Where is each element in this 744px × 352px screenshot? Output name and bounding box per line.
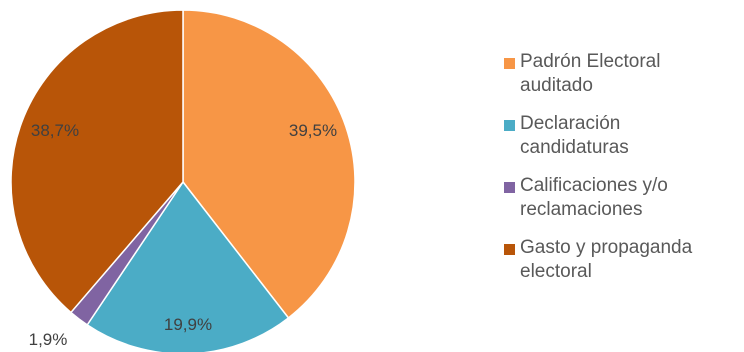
legend-label-line1: Gasto y propaganda: [520, 237, 693, 258]
pie-slice-padron: [182, 9, 356, 319]
legend-item-gasto: Gasto y propaganda electoral: [504, 236, 740, 284]
legend-label-line2: auditado: [520, 75, 593, 96]
legend-item-calificaciones: Calificaciones y/o reclamaciones: [504, 174, 740, 222]
data-label-gasto: 38,7%: [31, 121, 79, 140]
legend-label: Gasto y propaganda electoral: [520, 236, 730, 284]
legend-label: Padrón Electoral auditado: [520, 50, 730, 98]
pie-data-labels: 39,5% 19,9% 1,9% 38,7%: [29, 121, 337, 349]
legend-label: Declaración candidaturas: [520, 112, 730, 160]
data-label-padron: 39,5%: [289, 121, 337, 140]
legend-label-line2: candidaturas: [520, 137, 629, 158]
data-label-declaracion: 19,9%: [164, 315, 212, 334]
legend-label: Calificaciones y/o reclamaciones: [520, 174, 730, 222]
legend-label-line1: Declaración: [520, 113, 621, 134]
legend-swatch: [504, 120, 515, 131]
chart-legend: Padrón Electoral auditado Declaración ca…: [504, 50, 740, 298]
legend-swatch: [504, 58, 515, 69]
legend-item-padron: Padrón Electoral auditado: [504, 50, 740, 98]
legend-swatch: [504, 182, 515, 193]
legend-label-line1: Calificaciones y/o: [520, 175, 668, 196]
legend-item-declaracion: Declaración candidaturas: [504, 112, 740, 160]
legend-label-line2: reclamaciones: [520, 199, 643, 220]
pie-slices: [10, 9, 356, 352]
legend-label-line1: Padrón Electoral: [520, 51, 661, 72]
legend-label-line2: electoral: [520, 261, 592, 282]
pie-slice-declaracion: [86, 180, 290, 352]
legend-swatch: [504, 244, 515, 255]
data-label-calificaciones: 1,9%: [29, 330, 68, 349]
pie-slice-gasto: [10, 9, 184, 314]
